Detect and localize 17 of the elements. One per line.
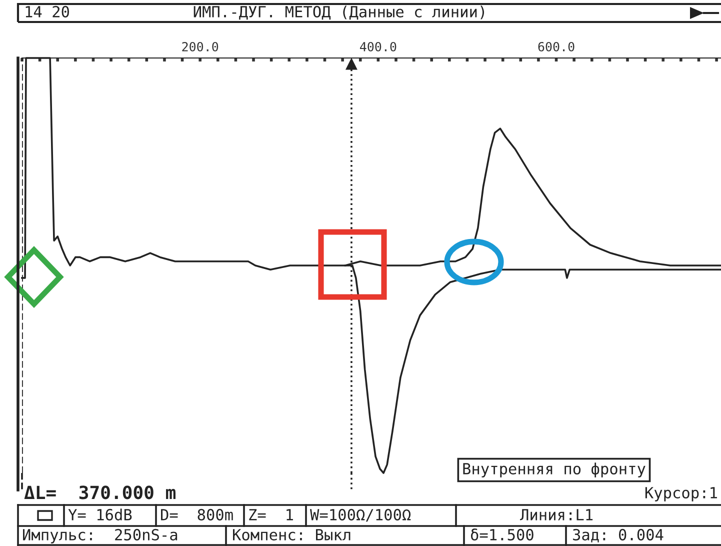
annotation: Внутренняя по фронту (463, 462, 646, 478)
text: D= 800m (161, 508, 233, 520)
text: Импульс: 250nS-a (23, 528, 178, 544)
x-tick-label: 600.0 (538, 42, 574, 52)
text: Зад: 0.004 (573, 528, 664, 542)
text: 14 20 (26, 6, 69, 18)
text: Y= 16dB (68, 508, 132, 520)
text: Линия:L1 (520, 509, 593, 520)
text: Z= 1 (249, 509, 293, 520)
text: Компенс: Выкл (233, 529, 350, 540)
text: Курсор:1 (645, 487, 717, 502)
chart-title: ИМП.-ДУГ. МЕТОД (Данные с линии) (194, 6, 484, 20)
x-tick-label: 400.0 (360, 42, 396, 52)
text: δ=1.500 (471, 528, 534, 540)
x-tick-label: 200.0 (182, 42, 218, 52)
text: W=100Ω/100Ω (310, 508, 411, 522)
text: ΔL= 370.000 m (24, 486, 176, 500)
